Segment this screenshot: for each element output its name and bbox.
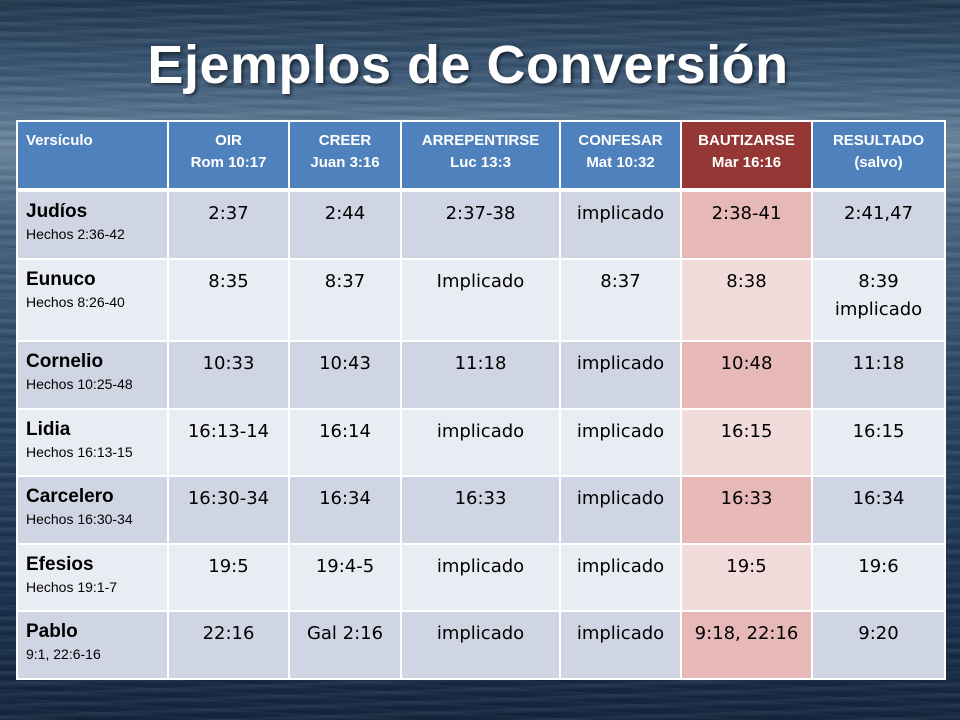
table-cell: 16:30-34 [167, 475, 290, 545]
row-header-lidia: Lidia Hechos 16:13-15 [16, 407, 169, 478]
table-row: Pablo 9:1, 22:6-16 22:16 Gal 2:16 implica… [16, 610, 946, 680]
table-cell: 16:14 [288, 407, 402, 478]
header-confesar: CONFESAR Mat 10:32 [559, 120, 682, 192]
row-header-carcelero: Carcelero Hechos 16:30-34 [16, 475, 169, 545]
table-cell: implicado [559, 340, 682, 410]
table-cell: implicado [400, 610, 561, 680]
table-cell: 8:37 [288, 257, 402, 343]
table-cell: 2:44 [288, 189, 402, 260]
header-resultado: RESULTADO (salvo) [811, 120, 946, 192]
table-cell: 8:37 [559, 257, 682, 343]
table-row: Efesios Hechos 19:1-7 19:5 19:4-5 implica… [16, 542, 946, 613]
table-cell: 19:4-5 [288, 542, 402, 613]
row-header-pablo: Pablo 9:1, 22:6-16 [16, 610, 169, 680]
table-cell: implicado [559, 542, 682, 613]
table-cell-bautizarse: 9:18, 22:16 [680, 610, 813, 680]
table-cell: 22:16 [167, 610, 290, 680]
header-bautizarse: BAUTIZARSE Mar 16:16 [680, 120, 813, 192]
table-cell: 11:18 [400, 340, 561, 410]
table-row: Carcelero Hechos 16:30-34 16:30-34 16:34 … [16, 475, 946, 545]
table-cell: 19:6 [811, 542, 946, 613]
table-cell: 11:18 [811, 340, 946, 410]
table-cell: 2:37-38 [400, 189, 561, 260]
header-row: Versículo OIR Rom 10:17 CREER Juan 3:16 AR… [16, 120, 946, 192]
header-creer: CREER Juan 3:16 [288, 120, 402, 192]
table-cell: 16:33 [400, 475, 561, 545]
table-cell-bautizarse: 19:5 [680, 542, 813, 613]
table-cell: 2:37 [167, 189, 290, 260]
slide-title: Ejemplos de Conversión [147, 35, 789, 95]
table-cell: implicado [559, 475, 682, 545]
table-cell: implicado [559, 610, 682, 680]
table-cell: 16:15 [811, 407, 946, 478]
table-cell: implicado [400, 407, 561, 478]
table-cell: Implicado [400, 257, 561, 343]
table-cell: 10:33 [167, 340, 290, 410]
table-cell: implicado [559, 407, 682, 478]
table-cell: implicado [400, 542, 561, 613]
table-cell: 8:39 implicado [811, 257, 946, 343]
table-row: Eunuco Hechos 8:26-40 8:35 8:37 Implicado… [16, 257, 946, 343]
table-cell-bautizarse: 10:48 [680, 340, 813, 410]
table-cell: 16:34 [288, 475, 402, 545]
table-row: Lidia Hechos 16:13-15 16:13-14 16:14 impl… [16, 407, 946, 478]
table-cell: 16:34 [811, 475, 946, 545]
table-cell: implicado [559, 189, 682, 260]
table-cell: 9:20 [811, 610, 946, 680]
table-cell-bautizarse: 16:15 [680, 407, 813, 478]
row-header-cornelio: Cornelio Hechos 10:25-48 [16, 340, 169, 410]
table-cell-bautizarse: 8:38 [680, 257, 813, 343]
table-cell: 10:43 [288, 340, 402, 410]
header-arrepentirse: ARREPENTIRSE Luc 13:3 [400, 120, 561, 192]
row-header-judios: Judíos Hechos 2:36-42 [16, 189, 169, 260]
conversion-table: Versículo OIR Rom 10:17 CREER Juan 3:16 AR… [16, 120, 946, 680]
table-cell: 19:5 [167, 542, 290, 613]
header-oir: OIR Rom 10:17 [167, 120, 290, 192]
table-cell: 16:13-14 [167, 407, 290, 478]
row-header-efesios: Efesios Hechos 19:1-7 [16, 542, 169, 613]
table-cell: 2:41,47 [811, 189, 946, 260]
table-cell-bautizarse: 16:33 [680, 475, 813, 545]
table-cell-bautizarse: 2:38-41 [680, 189, 813, 260]
table-cell: 8:35 [167, 257, 290, 343]
header-versiculo: Versículo [16, 120, 169, 192]
table-row: Cornelio Hechos 10:25-48 10:33 10:43 11:1… [16, 340, 946, 410]
table-cell: Gal 2:16 [288, 610, 402, 680]
table-row: Judíos Hechos 2:36-42 2:37 2:44 2:37-38 i… [16, 189, 946, 260]
row-header-eunuco: Eunuco Hechos 8:26-40 [16, 257, 169, 343]
